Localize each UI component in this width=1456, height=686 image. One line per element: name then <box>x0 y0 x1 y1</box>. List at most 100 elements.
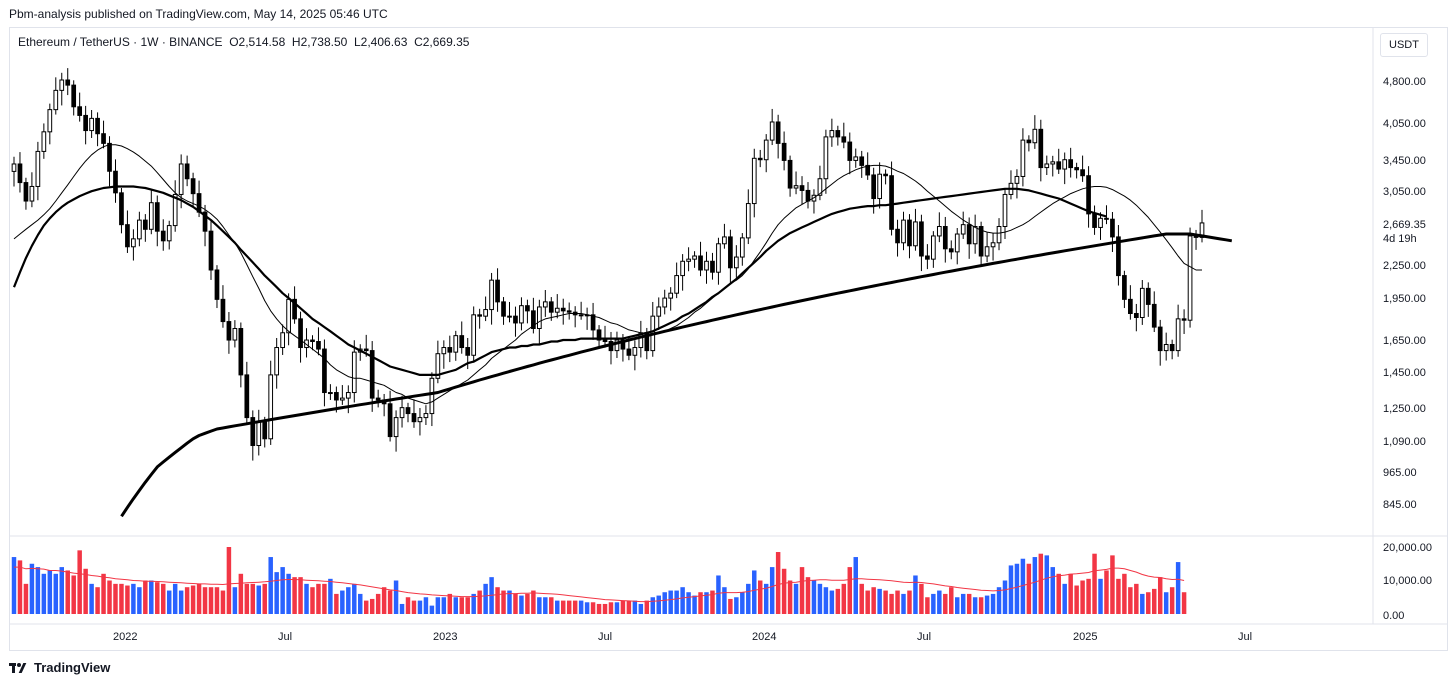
volume-bar-up <box>519 595 524 614</box>
volume-bar-down <box>907 590 912 614</box>
chart-container[interactable] <box>9 27 1448 651</box>
candle-up <box>668 287 674 311</box>
candle-up <box>35 141 41 201</box>
volume-bar-down <box>155 582 160 614</box>
candle-up <box>1014 169 1020 199</box>
volume-bar-down <box>871 587 876 614</box>
candle-up <box>256 409 262 456</box>
candle-up <box>680 254 685 291</box>
candle-down <box>1056 148 1062 174</box>
candle-down <box>250 410 256 461</box>
volume-bar-down <box>626 600 632 614</box>
candle-down <box>978 221 984 265</box>
candle-up <box>59 72 65 106</box>
candle-down <box>101 120 106 149</box>
candle-down <box>125 210 130 253</box>
candle-up <box>817 165 823 201</box>
volume-bar-up <box>1020 558 1026 614</box>
volume-bar-up <box>1098 578 1103 614</box>
volume-bar-up <box>668 590 673 614</box>
volume-bar-down <box>1169 587 1175 614</box>
volume-bar-down <box>602 603 608 614</box>
candle-down <box>495 268 500 312</box>
candle-up <box>1008 170 1014 200</box>
candle-down <box>316 327 321 356</box>
price-tick: 2,250.00 <box>1383 260 1426 272</box>
candle-down <box>590 302 596 340</box>
candle-down <box>381 393 387 417</box>
volume-bar-down <box>608 602 614 614</box>
volume-bar-up <box>172 583 178 614</box>
candle-down <box>847 132 853 175</box>
candle-down <box>728 229 733 283</box>
candle-down <box>560 298 566 325</box>
volume-bar-up <box>937 590 942 614</box>
volume-bar-down <box>495 587 500 614</box>
candle-up <box>554 294 560 319</box>
volume-bar-up <box>1008 565 1014 614</box>
time-label: 2022 <box>113 631 137 643</box>
volume-bar-up <box>931 593 936 614</box>
volume-bar-up <box>89 583 94 614</box>
symbol-legend[interactable]: Ethereum / TetherUS · 1W · BINANCE O2,51… <box>18 35 469 49</box>
candle-up <box>656 297 662 330</box>
volume-bar-up <box>913 575 918 614</box>
volume-bar-down <box>477 590 482 614</box>
candle-up <box>351 340 357 403</box>
candle-down <box>942 216 948 263</box>
candle-down <box>531 297 536 334</box>
volume-bar-up <box>1062 583 1067 614</box>
volume-bar-down <box>919 583 924 614</box>
candle-down <box>208 219 214 280</box>
time-label: Jul <box>278 631 292 643</box>
volume-bar-up <box>232 587 238 614</box>
candle-up <box>286 293 291 346</box>
candle-up <box>166 220 172 250</box>
volume-bar-down <box>1068 573 1073 614</box>
price-tick: 1,250.00 <box>1383 403 1426 415</box>
candle-up <box>1050 155 1056 177</box>
volume-bar-down <box>949 587 954 614</box>
candle-up <box>1187 227 1193 328</box>
candle-up <box>853 148 859 168</box>
volume-bar-up <box>166 590 172 614</box>
candle-down <box>1026 135 1032 152</box>
candle-up <box>148 189 154 235</box>
candle-down <box>841 122 847 149</box>
candle-down <box>292 286 297 324</box>
legend-low-value: 2,406.63 <box>360 35 408 49</box>
volume-bar-down <box>1110 555 1115 614</box>
volume-bar-up <box>734 597 739 614</box>
volume-bar-up <box>722 587 727 614</box>
candle-down <box>925 244 930 270</box>
volume-bar-down <box>1181 592 1187 614</box>
volume-bar-up <box>1014 563 1020 614</box>
volume-bar-up <box>740 592 745 614</box>
volume-bar-down <box>65 570 70 614</box>
volume-bar-down <box>644 600 650 614</box>
volume-bar-up <box>417 600 423 614</box>
price-tick: 1,090.00 <box>1383 436 1426 448</box>
volume-bar-down <box>363 600 369 614</box>
candle-down <box>895 219 900 257</box>
candle-up <box>41 123 47 159</box>
candle-down <box>23 177 29 210</box>
price-tick: 1,950.00 <box>1383 293 1426 305</box>
volume-bar-down <box>1026 563 1032 614</box>
candle-down <box>1038 119 1044 182</box>
candle-up <box>931 231 936 268</box>
candle-up <box>1139 279 1145 325</box>
volume-bar-down <box>1038 553 1044 614</box>
candle-down <box>184 155 190 187</box>
candle-down <box>1110 212 1115 252</box>
volume-bar-down <box>566 600 572 614</box>
candle-up <box>399 395 405 428</box>
candle-up <box>429 372 435 427</box>
candle-down <box>775 114 781 159</box>
candle-down <box>220 285 226 328</box>
candle-down <box>572 306 578 328</box>
currency-button[interactable]: USDT <box>1380 33 1428 57</box>
volume-bar-up <box>435 597 441 614</box>
candle-up <box>739 233 745 266</box>
